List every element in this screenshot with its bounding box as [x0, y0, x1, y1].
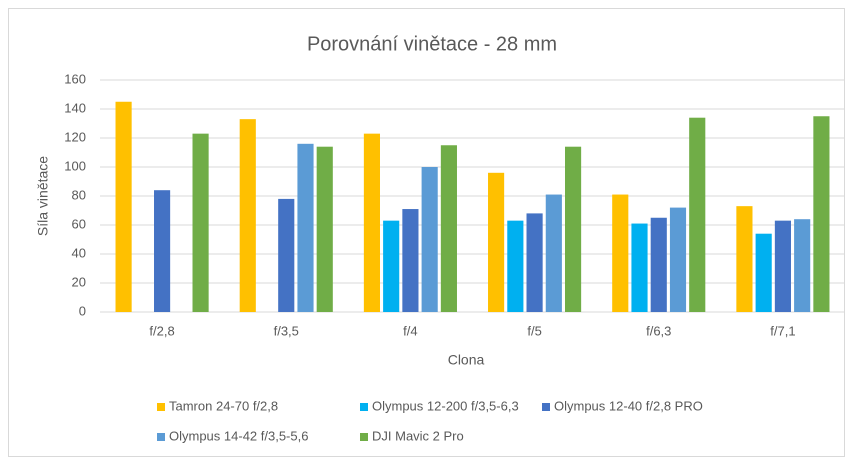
legend-swatch	[360, 433, 368, 441]
y-tick-label: 0	[79, 303, 86, 318]
bar	[488, 172, 505, 312]
y-tick-label: 60	[72, 216, 86, 231]
x-tick-label: f/7,1	[770, 323, 795, 338]
bar	[794, 219, 811, 312]
bar	[440, 145, 457, 312]
bar	[297, 143, 314, 312]
legend-swatch	[360, 403, 368, 411]
bar	[115, 101, 132, 312]
bar	[755, 233, 772, 312]
legend-label: Tamron 24-70 f/2,8	[169, 398, 278, 413]
y-tick-label: 40	[72, 245, 86, 260]
y-tick-label: 100	[64, 158, 86, 173]
bar	[421, 167, 438, 312]
x-tick-label: f/6,3	[646, 323, 671, 338]
x-tick-label: f/3,5	[274, 323, 299, 338]
bar	[154, 190, 171, 312]
bar	[383, 220, 400, 312]
y-tick-label: 20	[72, 274, 86, 289]
bar	[813, 116, 830, 312]
x-tick-label: f/5	[527, 323, 541, 338]
bar	[526, 213, 543, 312]
legend-label: Olympus 12-40 f/2,8 PRO	[554, 398, 703, 413]
legend-swatch	[157, 403, 165, 411]
y-tick-label: 120	[64, 129, 86, 144]
x-tick-label: f/2,8	[149, 323, 174, 338]
x-tick-label: f/4	[403, 323, 417, 338]
bar	[239, 119, 256, 313]
bar	[736, 206, 753, 312]
bar	[631, 223, 648, 312]
bar	[192, 133, 209, 312]
bar	[689, 117, 706, 312]
y-tick-label: 80	[72, 187, 86, 202]
y-axis-label: Síla vinětace	[35, 156, 51, 236]
bar	[669, 207, 687, 312]
bar	[650, 217, 667, 312]
bar	[316, 146, 333, 312]
x-axis-label: Clona	[448, 352, 485, 368]
bar	[278, 198, 295, 312]
legend-label: DJI Mavic 2 Pro	[372, 428, 464, 443]
bar	[402, 209, 419, 312]
legend-swatch	[542, 403, 550, 411]
bar	[612, 194, 629, 312]
bar	[507, 220, 524, 312]
legend-label: Olympus 12-200 f/3,5-6,3	[372, 398, 519, 413]
bar	[565, 146, 582, 312]
y-tick-label: 160	[64, 71, 86, 86]
chart-title: Porovnání vinětace - 28 mm	[307, 33, 557, 55]
y-tick-label: 140	[64, 100, 86, 115]
bar	[545, 194, 562, 312]
bar	[363, 133, 380, 312]
bar	[774, 220, 791, 312]
legend-label: Olympus 14-42 f/3,5-5,6	[169, 428, 308, 443]
legend-swatch	[157, 433, 165, 441]
